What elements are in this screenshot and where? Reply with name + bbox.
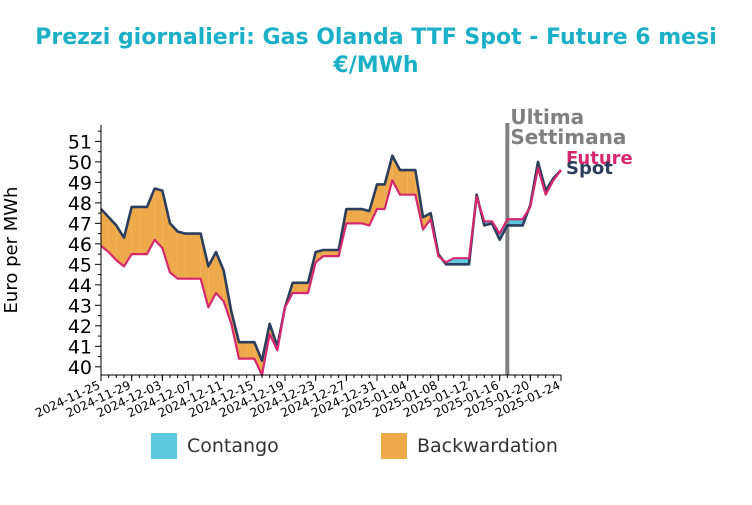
backwardation-area [208, 252, 216, 308]
backwardation-area [216, 252, 224, 302]
backwardation-area [239, 342, 247, 359]
y-tick-label: 47 [68, 213, 92, 235]
backwardation-area [177, 231, 186, 279]
backwardation-area [154, 188, 163, 248]
backwardation-area [101, 209, 109, 253]
last-week-label-line1: Ultima [510, 105, 584, 129]
backwardation-area [292, 282, 301, 294]
y-tick-label: 46 [68, 234, 92, 256]
y-axis-label: Euro per MWh [1, 187, 22, 314]
last-week-label-line2: Settimana [510, 125, 626, 149]
backwardation-area [400, 170, 408, 195]
y-tick-label: 44 [68, 275, 92, 297]
y-tick-label: 50 [68, 152, 92, 174]
legend-backwardation-label: Backwardation [417, 435, 558, 457]
backwardation-area [300, 282, 308, 294]
y-tick-label: 42 [68, 316, 92, 338]
backwardation-area [315, 250, 324, 263]
future-line [100, 166, 562, 377]
contango-area [453, 258, 462, 265]
backwardation-area [361, 209, 370, 226]
backwardation-area [323, 250, 331, 257]
chart-title: Prezzi giornalieri: Gas Olanda TTF Spot … [0, 24, 752, 80]
backwardation-area [170, 223, 178, 279]
backwardation-area [354, 209, 362, 224]
backwardation-area [131, 206, 140, 255]
y-tick-label: 41 [68, 336, 92, 358]
chart-title-line2: €/MWh [333, 53, 419, 78]
backwardation-area [246, 342, 255, 359]
contango-area [515, 219, 523, 226]
backwardation-area [139, 206, 147, 255]
backwardation-area [407, 170, 416, 195]
backwardation-area [392, 155, 400, 195]
backwardation-area [200, 233, 209, 308]
backwardation-area [346, 209, 354, 224]
contango-area [461, 258, 469, 265]
y-tick-label: 40 [68, 357, 92, 379]
backwardation-area [185, 233, 193, 279]
legend-contango-label: Contango [187, 435, 279, 457]
y-tick-label: 48 [68, 193, 92, 215]
backwardation-area [254, 342, 262, 375]
axes: 4041424344454647484950512024-11-252024-1… [1, 125, 562, 420]
y-tick-label: 49 [68, 172, 92, 194]
chart-title-line1: Prezzi giornalieri: Gas Olanda TTF Spot … [35, 25, 717, 50]
legend-contango-swatch [151, 433, 177, 459]
spot-series-label: Spot [566, 158, 613, 179]
legend-backwardation-swatch [381, 433, 407, 459]
spread-areas [101, 155, 561, 375]
legend-contango[interactable]: Contango [151, 433, 279, 459]
backwardation-area [331, 250, 339, 257]
y-tick-label: 51 [68, 131, 92, 153]
spot-line [100, 154, 562, 362]
series-lines [100, 154, 562, 377]
y-tick-label: 45 [68, 254, 92, 276]
future-series-label: Future [566, 148, 633, 169]
backwardation-area [124, 206, 132, 267]
backwardation-area [377, 184, 385, 210]
legend-backwardation[interactable]: Backwardation [381, 433, 558, 459]
backwardation-area [384, 155, 393, 210]
backwardation-area [193, 233, 201, 279]
y-tick-label: 43 [68, 295, 92, 317]
backwardation-area [108, 217, 117, 261]
